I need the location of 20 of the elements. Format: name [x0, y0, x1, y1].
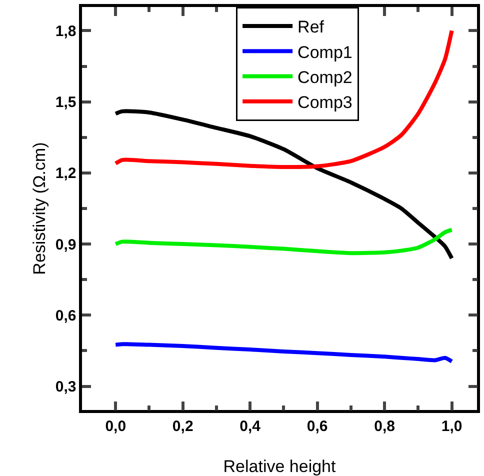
y-tick-label: 1,2 — [55, 165, 76, 182]
y-tick-label: 1,5 — [55, 94, 76, 112]
x-tick-label: 0,8 — [374, 418, 395, 435]
x-tick-label: 0,6 — [306, 418, 328, 435]
legend-label: Comp3 — [298, 92, 352, 112]
legend-label: Comp2 — [298, 68, 352, 87]
legend-label: Ref — [298, 18, 324, 37]
y-tick-label: 1,8 — [55, 22, 76, 40]
y-tick-label: 0,9 — [55, 236, 76, 254]
x-tick-label: 0,4 — [240, 418, 262, 435]
line-series — [114, 228, 454, 256]
legend-label: Comp1 — [298, 42, 352, 62]
y-axis-title: Resistivity (Ω.cm) — [30, 142, 49, 275]
x-tick-label: 0,0 — [105, 418, 126, 435]
y-tick-label: 0,6 — [55, 307, 76, 324]
x-tick-label: 0,2 — [172, 418, 194, 435]
line-series — [114, 342, 454, 364]
x-axis-title: Relative height — [223, 457, 336, 476]
x-tick-label: 1,0 — [441, 418, 462, 435]
y-tick-label: 0,3 — [55, 378, 76, 396]
